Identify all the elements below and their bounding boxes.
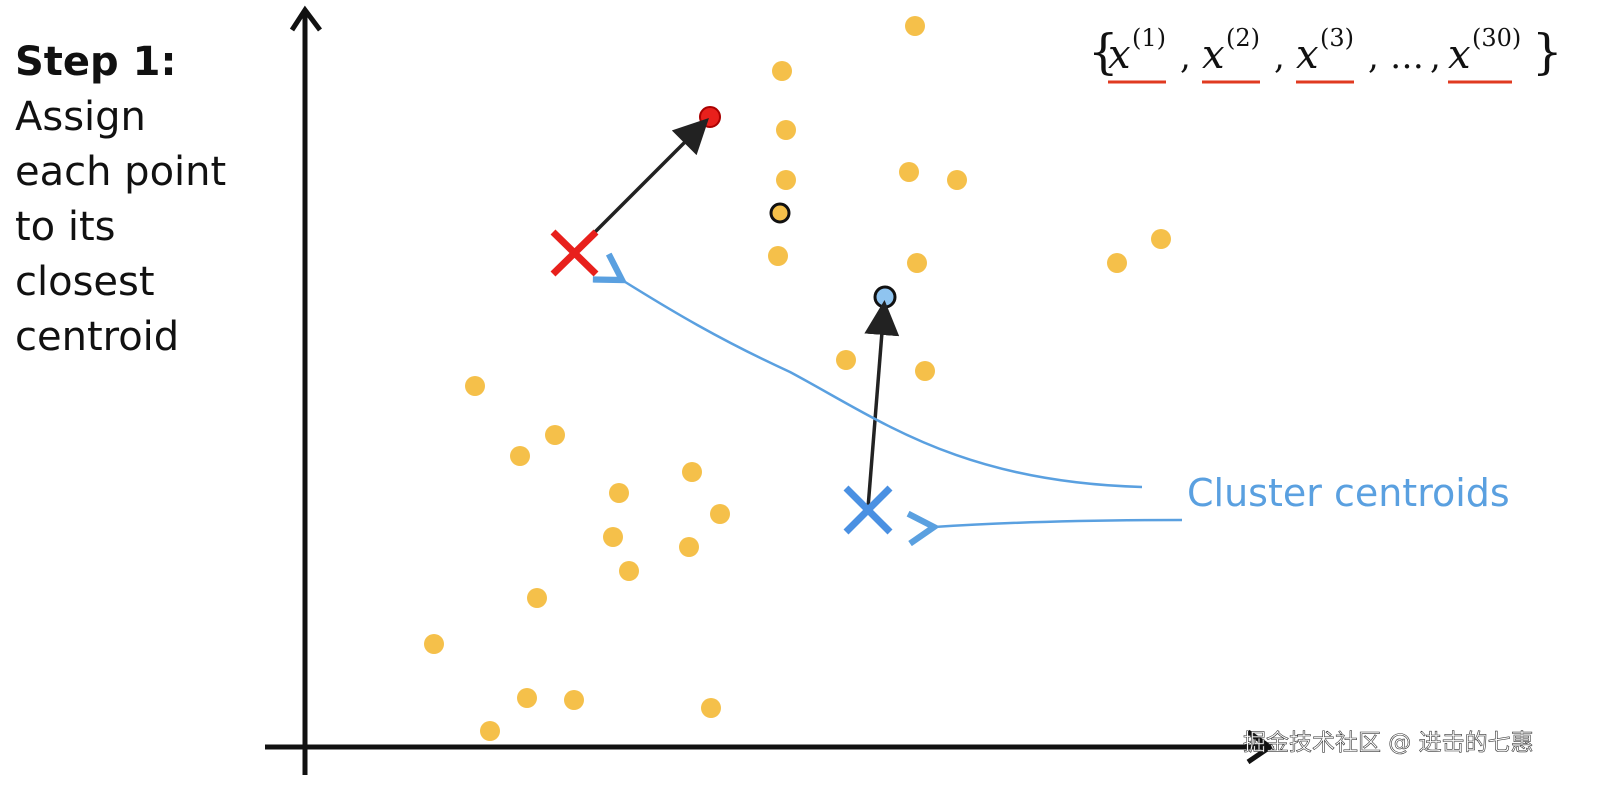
data-point [1151, 229, 1171, 249]
data-point [424, 634, 444, 654]
data-point [915, 361, 935, 381]
red-centroid [550, 229, 599, 277]
data-point [682, 462, 702, 482]
data-point [899, 162, 919, 182]
data-point [609, 483, 629, 503]
assigned-point [873, 285, 897, 309]
watermark: 掘金技术社区 @ 进击的七惠 [1243, 730, 1534, 756]
set-notation: {x (1), x (2), x (3),…, x (30)} [1088, 24, 1563, 84]
step-line: closest [15, 259, 155, 305]
superscript: (3) [1320, 24, 1354, 52]
step-line: Assign [15, 94, 146, 140]
data-point [1107, 253, 1127, 273]
superscript: (2) [1226, 24, 1260, 52]
data-point [545, 425, 565, 445]
data-points [424, 16, 1171, 741]
brace: { [1088, 24, 1119, 80]
data-point [564, 690, 584, 710]
data-point [776, 120, 796, 140]
data-point [527, 588, 547, 608]
annotation-arrow [934, 520, 1183, 527]
annotation-label: Cluster centroids [1187, 471, 1510, 515]
step-line: each point [15, 149, 226, 195]
step-line: centroid [15, 314, 179, 360]
data-point [776, 170, 796, 190]
variable: x [1296, 32, 1319, 78]
ellipsis: … [1390, 37, 1424, 77]
data-point [603, 527, 623, 547]
data-point [772, 61, 792, 81]
highlighted-point [769, 202, 791, 224]
assignment-line [864, 300, 900, 509]
data-point [679, 537, 699, 557]
separator: , [1274, 37, 1285, 77]
separator: , [1368, 37, 1379, 77]
variable: x [1202, 32, 1225, 78]
data-point [836, 350, 856, 370]
step-title: Step 1: [15, 39, 176, 85]
blue-centroid [843, 485, 893, 535]
separator: , [1180, 37, 1191, 77]
data-point [907, 253, 927, 273]
data-point [465, 376, 485, 396]
step-text: Assign each point to its closest centroid [15, 94, 226, 360]
data-point [905, 16, 925, 36]
annotation-arrow [622, 280, 1143, 489]
variable: x [1448, 32, 1471, 78]
superscript: (1) [1132, 24, 1166, 52]
data-point [619, 561, 639, 581]
separator: , [1430, 37, 1441, 77]
data-point [480, 721, 500, 741]
data-point [510, 446, 530, 466]
data-point [701, 698, 721, 718]
axes [265, 5, 1275, 775]
variable: x [1108, 32, 1131, 78]
data-point [517, 688, 537, 708]
data-point [710, 504, 730, 524]
data-point [768, 246, 788, 266]
step-line: to its [15, 204, 116, 250]
data-point [947, 170, 967, 190]
superscript: (30) [1472, 24, 1521, 52]
assignment-line [574, 118, 709, 253]
brace: } [1532, 24, 1563, 80]
